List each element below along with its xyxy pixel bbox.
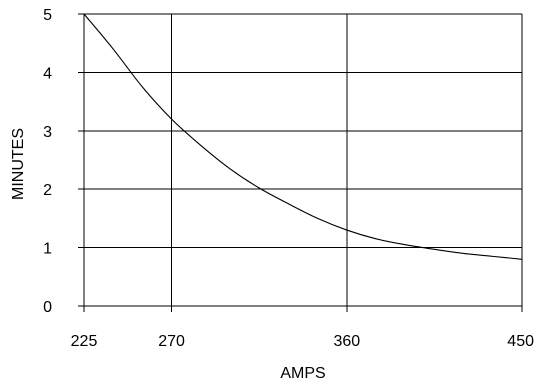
y-tick-label: 2 — [43, 182, 52, 199]
x-tick-label: 225 — [71, 333, 98, 350]
x-tick-label: 450 — [507, 333, 534, 350]
axes — [78, 13, 523, 312]
series-layer — [83, 13, 523, 260]
x-tick-label: 270 — [158, 333, 185, 350]
x-axis-title: AMPS — [280, 365, 325, 382]
series-line — [83, 13, 523, 260]
y-tick-label: 5 — [43, 7, 52, 24]
y-axis-title: MINUTES — [10, 128, 27, 200]
grid-lines — [83, 13, 523, 307]
y-tick-label: 4 — [43, 65, 52, 82]
y-tick-label: 3 — [43, 124, 52, 141]
tick-labels: 0 1 2 3 4 5 225 270 360 450 — [43, 7, 534, 350]
y-tick-label: 0 — [43, 299, 52, 316]
y-tick-label: 1 — [43, 241, 52, 258]
x-tick-label: 360 — [333, 333, 360, 350]
